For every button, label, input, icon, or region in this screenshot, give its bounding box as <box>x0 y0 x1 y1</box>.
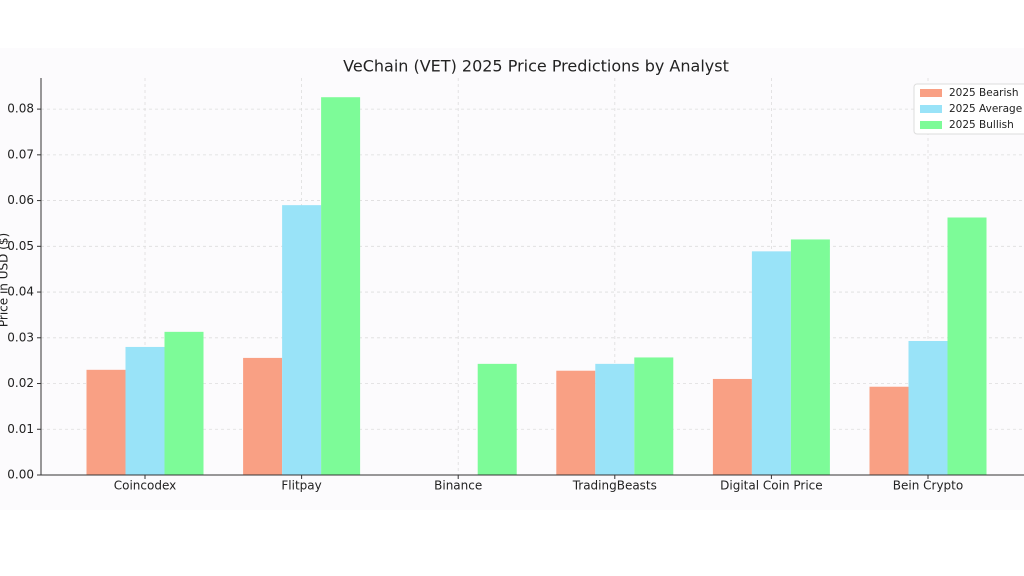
bar <box>869 386 909 475</box>
y-tick-label: 0.02 <box>7 376 34 390</box>
x-tick-label: Coincodex <box>114 479 177 493</box>
legend-label: 2025 Bearish <box>949 87 1019 99</box>
y-tick-label: 0.04 <box>7 285 34 299</box>
legend-swatch <box>920 105 942 113</box>
bar <box>556 370 596 475</box>
legend-swatch <box>920 89 942 97</box>
legend-label: 2025 Average <box>949 103 1022 115</box>
y-axis-label: Price in USD ($) <box>0 233 11 327</box>
y-tick-label: 0.00 <box>7 468 34 482</box>
x-tick-label: Flitpay <box>281 479 321 493</box>
bar <box>86 369 126 475</box>
bar <box>243 357 283 475</box>
y-tick-label: 0.05 <box>7 239 34 253</box>
bar <box>712 378 752 475</box>
bar <box>751 251 791 475</box>
y-tick-label: 0.08 <box>7 102 34 116</box>
legend-swatch <box>920 121 942 129</box>
y-tick-label: 0.07 <box>7 147 34 161</box>
bar <box>790 239 830 475</box>
bar <box>321 97 361 475</box>
chart-title: VeChain (VET) 2025 Price Predictions by … <box>343 57 729 76</box>
x-tick-label: Digital Coin Price <box>720 479 822 493</box>
bar <box>947 217 987 475</box>
y-tick-label: 0.03 <box>7 330 34 344</box>
bar <box>477 363 517 475</box>
y-tick-label: 0.06 <box>7 193 34 207</box>
bar <box>282 205 322 475</box>
bar <box>595 363 635 475</box>
bar <box>908 340 948 475</box>
x-tick-label: Binance <box>434 479 482 493</box>
bar <box>164 331 204 475</box>
x-tick-label: TradingBeasts <box>572 479 657 493</box>
bar <box>634 357 674 475</box>
legend-label: 2025 Bullish <box>949 119 1014 131</box>
x-tick-label: Bein Crypto <box>893 479 963 493</box>
y-tick-label: 0.01 <box>7 422 34 436</box>
bar <box>125 346 165 475</box>
